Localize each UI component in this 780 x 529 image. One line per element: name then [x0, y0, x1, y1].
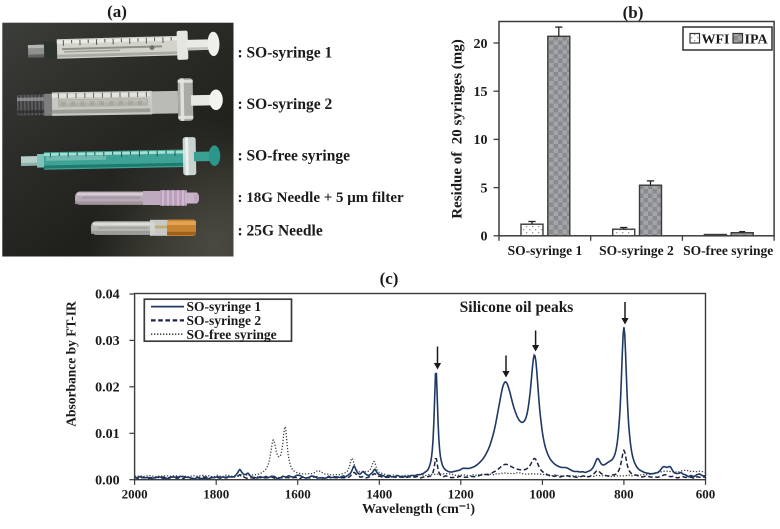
svg-text:SO-syringe 2: SO-syringe 2: [187, 313, 262, 328]
svg-text:: 25G Needle: : 25G Needle: [238, 223, 323, 240]
svg-text:0: 0: [481, 230, 488, 245]
svg-text:: SO-free syringe: : SO-free syringe: [238, 148, 351, 165]
svg-text:5: 5: [481, 181, 488, 196]
svg-text:0.02: 0.02: [95, 381, 120, 396]
svg-text:600: 600: [696, 487, 716, 502]
svg-text:SO-syringe 1: SO-syringe 1: [508, 243, 583, 258]
svg-text:10: 10: [474, 133, 488, 148]
svg-text:0.00: 0.00: [95, 473, 120, 488]
svg-text:Absorbance by FT-IR: Absorbance by FT-IR: [64, 301, 79, 427]
svg-text:Wavelength (cm⁻¹): Wavelength (cm⁻¹): [362, 502, 475, 517]
svg-text:1200: 1200: [448, 487, 474, 502]
svg-text:(b): (b): [623, 3, 644, 22]
svg-text:SO-syringe 2: SO-syringe 2: [599, 243, 674, 258]
svg-text:1600: 1600: [285, 487, 311, 502]
svg-text:SO-syringe 1: SO-syringe 1: [187, 299, 262, 314]
svg-text:800: 800: [614, 487, 634, 502]
svg-text:IPA: IPA: [745, 32, 769, 47]
svg-text:Silicone oil peaks: Silicone oil peaks: [460, 299, 574, 316]
svg-text:0.03: 0.03: [95, 334, 120, 349]
svg-text:WFI: WFI: [702, 32, 730, 47]
svg-text:1400: 1400: [366, 487, 392, 502]
svg-text:0.04: 0.04: [95, 288, 120, 303]
svg-text:0.01: 0.01: [95, 427, 120, 442]
svg-text:: 18G Needle + 5 μm filter: : 18G Needle + 5 μm filter: [238, 190, 405, 206]
svg-text:15: 15: [474, 85, 488, 100]
svg-text:: SO-syringe 1: : SO-syringe 1: [238, 45, 333, 62]
svg-text:Residue of 20 syringes (mg): Residue of 20 syringes (mg): [450, 39, 466, 219]
svg-text:SO-free syringe: SO-free syringe: [187, 327, 277, 342]
svg-text:SO-free syringe: SO-free syringe: [683, 243, 773, 258]
svg-text:(a): (a): [107, 2, 127, 21]
svg-text:2000: 2000: [122, 487, 148, 502]
svg-text:(c): (c): [380, 269, 399, 288]
svg-text:1800: 1800: [203, 487, 229, 502]
svg-text:: SO-syringe 2: : SO-syringe 2: [238, 96, 333, 113]
svg-text:1000: 1000: [529, 487, 555, 502]
svg-text:20: 20: [474, 37, 488, 52]
